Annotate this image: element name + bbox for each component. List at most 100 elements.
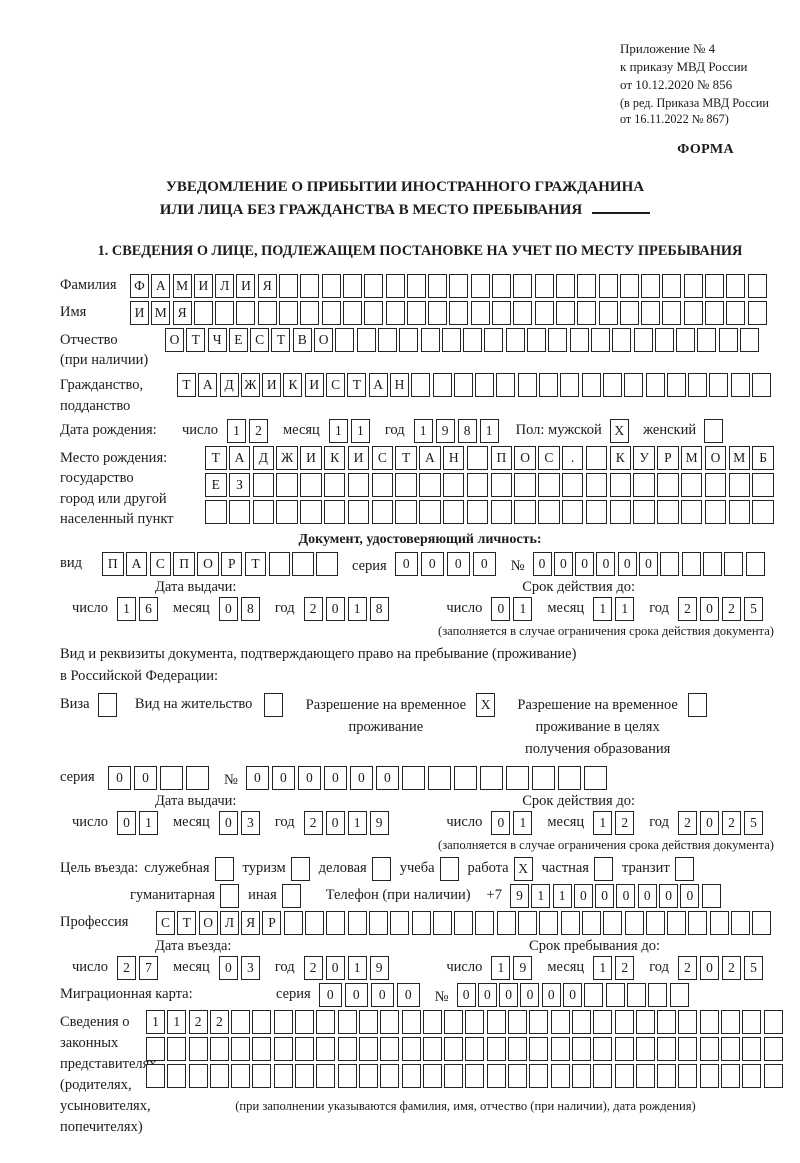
char-cell[interactable]: 0: [245, 765, 269, 790]
char-cell[interactable]: [705, 300, 725, 325]
char-cell[interactable]: 0: [108, 765, 131, 790]
char-cell[interactable]: [411, 911, 431, 936]
digit-cell[interactable]: 1: [593, 956, 613, 981]
char-cell[interactable]: [385, 273, 405, 298]
char-cell[interactable]: [401, 1037, 421, 1062]
char-cell[interactable]: [316, 1010, 336, 1035]
digit-cell[interactable]: 2: [303, 956, 323, 981]
char-cell[interactable]: [538, 472, 560, 497]
char-cell[interactable]: М: [680, 445, 703, 470]
char-cell[interactable]: [657, 1037, 677, 1062]
char-cell[interactable]: [678, 1064, 698, 1089]
char-cell[interactable]: [292, 552, 314, 577]
char-cell[interactable]: [496, 911, 516, 936]
char-cell[interactable]: Л: [215, 273, 235, 298]
char-cell[interactable]: Н: [389, 373, 409, 398]
char-cell[interactable]: [300, 499, 322, 524]
char-cell[interactable]: [368, 911, 388, 936]
char-cell[interactable]: Р: [262, 911, 282, 936]
char-cell[interactable]: С: [538, 445, 560, 470]
char-cell[interactable]: [268, 552, 291, 577]
char-cell[interactable]: Е: [228, 327, 248, 352]
digit-cell[interactable]: 1: [226, 418, 246, 443]
residence-permit-checkbox[interactable]: [264, 693, 284, 718]
char-cell[interactable]: [666, 373, 686, 398]
char-cell[interactable]: [486, 1010, 506, 1035]
digit-cell[interactable]: 2: [722, 956, 741, 981]
char-cell[interactable]: [279, 300, 299, 325]
char-cell[interactable]: [215, 300, 235, 325]
char-cell[interactable]: [273, 1064, 293, 1089]
char-cell[interactable]: [518, 911, 538, 936]
char-cell[interactable]: [513, 273, 533, 298]
char-cell[interactable]: [699, 1064, 719, 1089]
char-cell[interactable]: [742, 1037, 762, 1062]
char-cell[interactable]: [619, 300, 639, 325]
char-cell[interactable]: [231, 1010, 251, 1035]
char-cell[interactable]: [508, 1010, 528, 1035]
char-cell[interactable]: [534, 300, 554, 325]
char-cell[interactable]: [550, 1037, 570, 1062]
char-cell[interactable]: [598, 273, 618, 298]
char-cell[interactable]: [614, 1010, 634, 1035]
char-cell[interactable]: [167, 1064, 187, 1089]
char-cell[interactable]: [752, 373, 772, 398]
digit-cell[interactable]: 7: [138, 956, 158, 981]
char-cell[interactable]: [603, 911, 623, 936]
char-cell[interactable]: [453, 373, 473, 398]
char-cell[interactable]: [422, 1010, 442, 1035]
char-cell[interactable]: [364, 300, 384, 325]
char-cell[interactable]: 1: [552, 884, 572, 909]
char-cell[interactable]: [508, 1064, 528, 1089]
char-cell[interactable]: [209, 1064, 229, 1089]
digit-cell[interactable]: 9: [369, 956, 389, 981]
char-cell[interactable]: [323, 499, 346, 524]
char-cell[interactable]: [252, 1064, 272, 1089]
char-cell[interactable]: [406, 273, 426, 298]
char-cell[interactable]: [633, 327, 653, 352]
char-cell[interactable]: [490, 472, 513, 497]
char-cell[interactable]: [385, 300, 405, 325]
char-cell[interactable]: [295, 1037, 315, 1062]
char-cell[interactable]: [529, 1064, 549, 1089]
char-cell[interactable]: Ж: [276, 445, 298, 470]
digit-cell[interactable]: 1: [491, 956, 511, 981]
char-cell[interactable]: [657, 499, 679, 524]
char-cell[interactable]: Н: [442, 445, 465, 470]
char-cell[interactable]: [657, 1064, 677, 1089]
digit-cell[interactable]: 0: [491, 810, 511, 835]
digit-cell[interactable]: 1: [138, 810, 158, 835]
char-cell[interactable]: [571, 1064, 591, 1089]
char-cell[interactable]: [377, 327, 397, 352]
digit-cell[interactable]: 1: [347, 956, 367, 981]
char-cell[interactable]: [146, 1037, 165, 1062]
char-cell[interactable]: О: [198, 911, 218, 936]
char-cell[interactable]: 0: [499, 983, 519, 1008]
char-cell[interactable]: 0: [596, 552, 616, 577]
digit-cell[interactable]: 1: [513, 597, 533, 622]
char-cell[interactable]: И: [236, 273, 256, 298]
char-cell[interactable]: [635, 1010, 655, 1035]
char-cell[interactable]: Т: [205, 445, 227, 470]
char-cell[interactable]: [747, 300, 767, 325]
char-cell[interactable]: [598, 300, 618, 325]
char-cell[interactable]: 0: [344, 983, 368, 1008]
char-cell[interactable]: [709, 373, 729, 398]
char-cell[interactable]: [645, 911, 665, 936]
char-cell[interactable]: [441, 327, 461, 352]
char-cell[interactable]: Т: [271, 327, 291, 352]
edu-permit-checkbox[interactable]: [687, 693, 707, 718]
char-cell[interactable]: [492, 273, 512, 298]
digit-cell[interactable]: 2: [678, 597, 697, 622]
char-cell[interactable]: 0: [394, 552, 418, 577]
char-cell[interactable]: М: [728, 445, 751, 470]
char-cell[interactable]: [428, 273, 448, 298]
char-cell[interactable]: [486, 1064, 506, 1089]
char-cell[interactable]: [186, 765, 209, 790]
char-cell[interactable]: 0: [680, 884, 700, 909]
char-cell[interactable]: [699, 1010, 719, 1035]
digit-cell[interactable]: 1: [615, 597, 635, 622]
char-cell[interactable]: [654, 327, 674, 352]
char-cell[interactable]: [680, 472, 703, 497]
char-cell[interactable]: С: [326, 373, 346, 398]
